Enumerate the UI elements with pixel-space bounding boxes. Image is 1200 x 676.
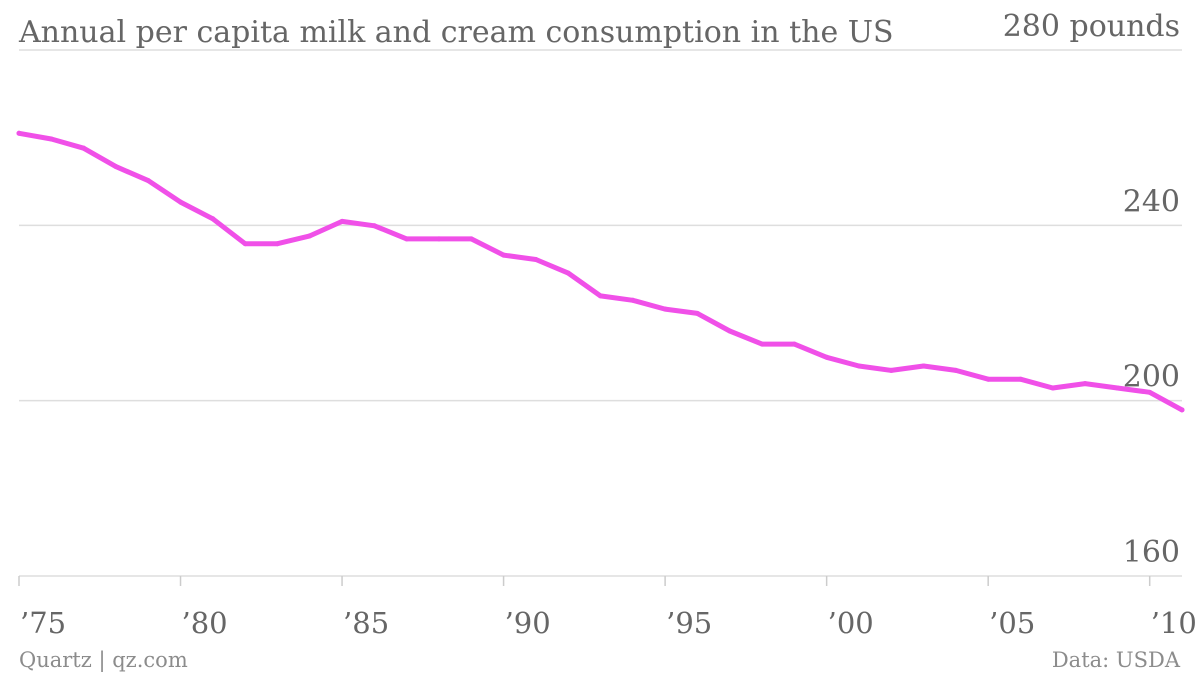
data-source: Data: USDA [1052, 648, 1181, 672]
data-point-1986 [371, 223, 377, 229]
data-point-1985 [339, 218, 345, 224]
chart-title: Annual per capita milk and cream consump… [18, 15, 894, 50]
data-point-1979 [145, 178, 151, 184]
data-point-2001 [856, 363, 862, 369]
data-point-2008 [1082, 381, 1088, 387]
x-tick-label-2005: ’05 [989, 606, 1035, 640]
data-point-2000 [824, 354, 830, 360]
data-point-1984 [307, 233, 313, 239]
data-point-2003 [921, 363, 927, 369]
data-point-1988 [436, 236, 442, 242]
x-tick-label-1980: ’80 [182, 606, 228, 640]
series-layer [16, 130, 1185, 413]
data-point-1992 [565, 270, 571, 276]
y-tick-label-280: 280 pounds [1003, 9, 1180, 44]
grid-lines [19, 49, 1182, 577]
y-tick-label-240: 240 [1123, 184, 1180, 219]
data-point-1994 [630, 297, 636, 303]
data-point-1997 [727, 328, 733, 334]
data-point-1996 [694, 310, 700, 316]
data-point-2010 [1147, 389, 1153, 395]
data-point-1977 [81, 145, 87, 151]
data-point-2005 [985, 376, 991, 382]
data-point-1987 [404, 236, 410, 242]
data-point-1975 [16, 130, 22, 136]
data-point-1998 [759, 341, 765, 347]
data-point-2002 [888, 367, 894, 373]
data-point-2011 [1179, 407, 1185, 413]
x-axis [18, 576, 1151, 586]
data-point-1978 [113, 164, 119, 170]
y-tick-label-160: 160 [1123, 535, 1180, 570]
data-point-2006 [1017, 376, 1023, 382]
data-point-1993 [598, 293, 603, 299]
data-point-1995 [662, 306, 668, 312]
data-point-1983 [274, 241, 280, 247]
x-tick-label-1975: ’75 [20, 606, 66, 640]
data-point-1976 [48, 136, 54, 142]
data-point-2004 [953, 367, 959, 373]
data-point-1982 [242, 241, 248, 247]
x-tick-label-1990: ’90 [505, 606, 551, 640]
data-point-2007 [1050, 385, 1056, 391]
data-point-1980 [178, 199, 184, 205]
data-point-2009 [1114, 385, 1120, 391]
data-point-1991 [533, 257, 539, 263]
data-point-1981 [210, 216, 216, 222]
x-axis-tick-labels: ’75 ’80 ’85 ’90 ’95 ’00 ’05 ’10 [20, 606, 1197, 640]
series-line-0 [16, 130, 1185, 413]
x-tick-label-1985: ’85 [343, 606, 389, 640]
data-point-1990 [501, 252, 507, 258]
source-credit: Quartz | qz.com [19, 648, 188, 673]
data-point-1989 [468, 236, 474, 242]
x-tick-label-2010: ’10 [1151, 606, 1197, 640]
x-tick-label-1995: ’95 [666, 606, 712, 640]
data-point-1999 [791, 341, 797, 347]
x-tick-label-2000: ’00 [828, 606, 874, 640]
